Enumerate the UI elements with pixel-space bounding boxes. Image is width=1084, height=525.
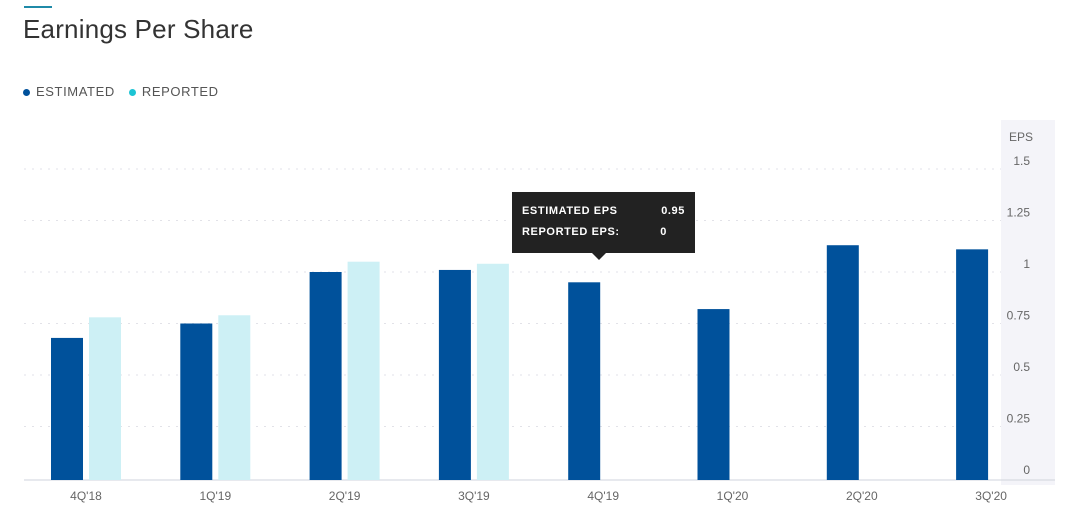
bar-estimated[interactable] [180,323,213,481]
legend-dot-reported [128,89,136,96]
bar-estimated[interactable] [697,309,730,480]
hover-tooltip: ESTIMATED EPS 0.95 REPORTED EPS: 0 [512,192,695,260]
bar-estimated[interactable] [956,249,989,480]
bar-reported[interactable] [218,315,251,480]
x-tick-label: 2Q'20 [846,489,878,503]
x-tick-label: 4Q'18 [70,489,102,503]
x-tick-label: 2Q'19 [329,489,361,503]
bar-estimated[interactable] [568,282,601,480]
bar-estimated[interactable] [438,269,471,480]
chart-legend: ESTIMATED REPORTED [23,84,233,99]
x-tick-label: 4Q'19 [587,489,619,503]
x-tick-label: 3Q'19 [458,489,490,503]
y-tick-label: 1.5 [1013,154,1030,168]
legend-label-estimated: ESTIMATED [36,84,115,99]
legend-label-reported: REPORTED [141,84,219,99]
legend-item-estimated[interactable]: ESTIMATED [23,84,115,99]
bars-layer [51,245,989,481]
x-tick-label: 1Q'19 [199,489,231,503]
tooltip-row-reported: REPORTED EPS: 0 [522,226,685,247]
y-tick-label: 1 [1023,257,1030,271]
x-axis-ticks: 4Q'18 1Q'19 2Q'19 3Q'19 4Q'19 1Q'20 2Q'20 3Q'20 [70,489,1007,503]
tooltip-pointer [592,253,606,260]
tooltip-value-reported: 0 [660,226,667,238]
y-tick-label: 0.75 [1007,309,1031,323]
y-axis-ticks: 0 0.25 0.5 0.75 1 1.25 1.5 [1007,154,1031,477]
y-tick-label: 0.25 [1007,412,1031,426]
bar-estimated[interactable] [826,245,859,480]
x-tick-label: 1Q'20 [717,489,749,503]
legend-item-reported[interactable]: REPORTED [128,84,219,99]
y-axis-panel [1001,120,1055,485]
bar-estimated[interactable] [309,272,342,480]
tooltip-label-reported: REPORTED EPS: [522,226,620,238]
y-tick-label: 0.5 [1013,360,1030,374]
y-axis-label: EPS [1009,130,1033,144]
bar-estimated[interactable] [51,337,83,480]
bar-reported[interactable] [347,261,380,480]
x-tick-label: 3Q'20 [975,489,1007,503]
tooltip-value-estimated: 0.95 [661,205,685,217]
tooltip-row-estimated: ESTIMATED EPS 0.95 [522,205,685,226]
bar-reported[interactable] [89,317,121,480]
y-tick-label: 1.25 [1007,206,1031,220]
bar-reported[interactable] [476,263,509,480]
title-accent-bar [24,6,52,8]
tooltip-label-estimated: ESTIMATED EPS [522,205,618,217]
legend-dot-estimated [23,89,30,96]
y-tick-label: 0 [1023,463,1030,477]
page-title: Earnings Per Share [23,14,254,44]
